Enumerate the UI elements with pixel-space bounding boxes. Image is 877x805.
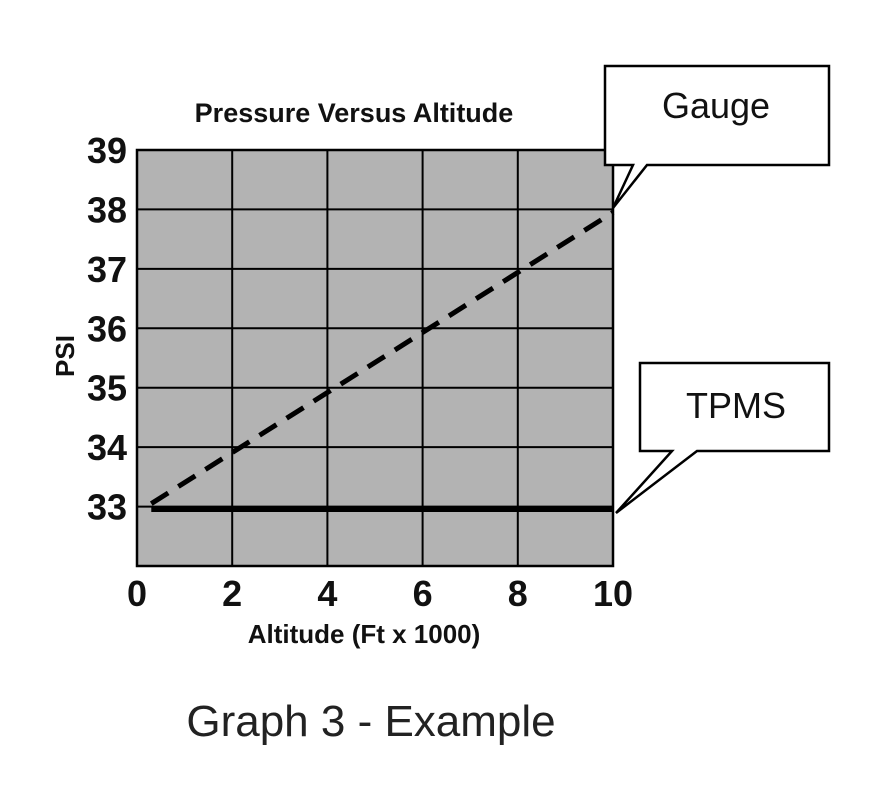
y-tick-labels: 33 34 35 36 37 38 39 bbox=[87, 130, 127, 528]
callout-tpms: TPMS bbox=[615, 361, 831, 514]
x-axis-label: Altitude (Ft x 1000) bbox=[248, 619, 481, 649]
y-tick-label: 38 bbox=[87, 189, 127, 230]
x-tick-label: 6 bbox=[413, 573, 433, 614]
callout-tpms-label: TPMS bbox=[686, 385, 786, 426]
x-tick-labels: 0 2 4 6 8 10 bbox=[127, 573, 633, 614]
y-tick-label: 37 bbox=[87, 249, 127, 290]
series-layer bbox=[149, 210, 615, 513]
x-tick-label: 4 bbox=[317, 573, 337, 614]
x-tick-label: 8 bbox=[508, 573, 528, 614]
y-tick-label: 39 bbox=[87, 130, 127, 171]
y-tick-label: 34 bbox=[87, 427, 127, 468]
callout-tpms-box bbox=[615, 361, 831, 514]
x-tick-label: 0 bbox=[127, 573, 147, 614]
x-tick-label: 2 bbox=[222, 573, 242, 614]
callout-gauge-box bbox=[603, 64, 831, 209]
plot-border bbox=[135, 148, 615, 568]
plot-area bbox=[137, 150, 613, 566]
chart-title: Pressure Versus Altitude bbox=[195, 98, 514, 128]
y-axis-label: PSI bbox=[50, 335, 80, 377]
series-line-gauge bbox=[149, 210, 615, 506]
callout-gauge: Gauge bbox=[603, 64, 831, 209]
x-tick-label: 10 bbox=[593, 573, 633, 614]
figure-caption: Graph 3 - Example bbox=[186, 697, 555, 746]
grid-lines bbox=[135, 148, 615, 568]
y-tick-label: 35 bbox=[87, 368, 127, 409]
y-tick-label: 36 bbox=[87, 308, 127, 349]
callout-gauge-label: Gauge bbox=[662, 85, 770, 126]
y-tick-label: 33 bbox=[87, 487, 127, 528]
